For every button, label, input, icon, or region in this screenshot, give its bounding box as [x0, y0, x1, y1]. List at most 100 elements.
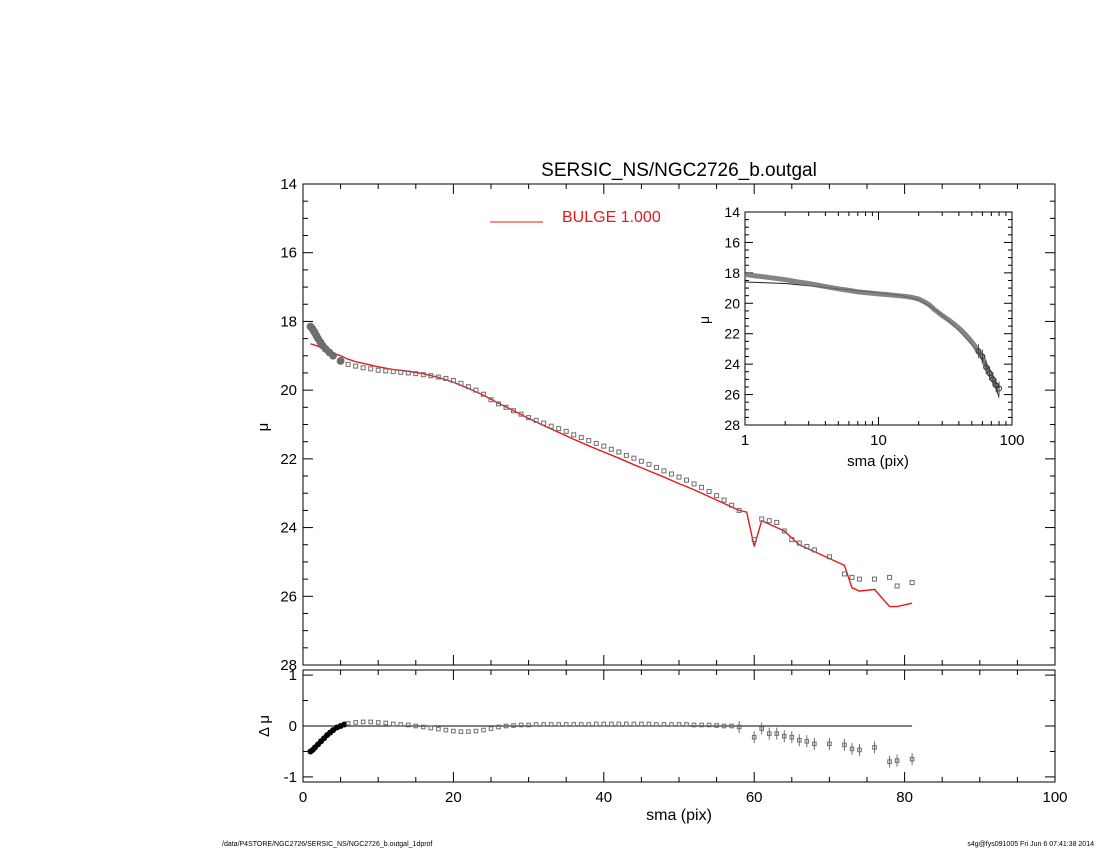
data-point: [541, 420, 547, 426]
y-tick-label: 16: [280, 245, 297, 262]
legend-label: BULGE 1.000: [562, 209, 661, 226]
residual-point: [368, 719, 373, 725]
data-point: [766, 518, 772, 524]
x-tick-label: 60: [746, 789, 763, 806]
residual-point: [428, 725, 434, 731]
inset-profile-points: [744, 271, 1003, 396]
residual-point: [353, 720, 358, 725]
data-point: [661, 468, 667, 474]
data-point: [887, 574, 893, 580]
residual-point: [473, 728, 479, 734]
y-tick-label: 18: [280, 313, 297, 330]
data-point: [556, 426, 562, 432]
residual-point: [466, 729, 471, 734]
data-point: [616, 449, 622, 455]
residual-point: [481, 727, 486, 733]
data-point: [450, 378, 456, 384]
y-tick-label: 24: [724, 356, 740, 372]
data-point: [458, 380, 464, 386]
y-tick-label: 1: [289, 667, 297, 684]
y-tick-label: 20: [280, 382, 297, 399]
data-point: [653, 464, 659, 470]
residual-point: [639, 721, 644, 727]
data-point: [413, 371, 419, 377]
inset-axis-tick-labels: 1 10 100 14 16 18 20 22 24 26 28: [724, 204, 1024, 449]
data-point: [420, 372, 426, 378]
data-point: [480, 391, 486, 397]
residual-point: [496, 724, 501, 730]
data-point: [811, 547, 817, 553]
data-point: [405, 370, 411, 376]
data-point: [751, 537, 757, 543]
data-point: [601, 443, 607, 449]
data-point: [699, 484, 705, 490]
residual-point: [631, 721, 637, 727]
y-tick-label: 28: [280, 657, 297, 674]
residual-point: [360, 719, 366, 725]
x-tick-label: 1: [741, 432, 749, 449]
data-point: [329, 351, 337, 360]
main-y-axis-label: μ: [255, 423, 272, 432]
data-point: [473, 387, 479, 393]
data-point: [706, 488, 712, 494]
residual-point: [646, 721, 652, 727]
residual-point: [721, 723, 727, 729]
data-point: [789, 537, 795, 543]
residual-point: [533, 722, 539, 727]
data-point: [804, 543, 810, 549]
residual-point: [669, 722, 674, 727]
data-point: [856, 576, 862, 582]
data-point: [383, 368, 389, 374]
residual-point: [526, 722, 531, 728]
y-tick-label: 14: [724, 204, 740, 220]
data-point: [691, 481, 697, 487]
residual-point: [383, 720, 389, 726]
data-point: [586, 438, 592, 444]
y-tick-label: -1: [284, 769, 297, 786]
x-tick-label: 80: [896, 789, 913, 806]
data-point: [849, 574, 855, 580]
residual-point: [458, 729, 464, 734]
y-tick-label: 24: [280, 520, 297, 537]
data-point: [774, 519, 780, 525]
data-point: [631, 455, 637, 461]
x-tick-label: 100: [1042, 789, 1067, 806]
residual-point: [503, 723, 509, 729]
data-point: [398, 369, 404, 375]
residual-point: [345, 721, 351, 726]
x-tick-label: 100: [999, 432, 1024, 449]
data-point: [336, 357, 345, 365]
data-point: [841, 571, 847, 577]
data-point: [435, 374, 441, 380]
data-point: [503, 404, 509, 410]
data-point: [872, 576, 878, 582]
residual-point: [616, 721, 622, 727]
inset-y-axis-label: μ: [696, 316, 712, 324]
data-point: [593, 440, 599, 446]
residual-point: [586, 722, 592, 727]
data-point: [781, 528, 787, 534]
x-tick-label: 0: [299, 789, 307, 806]
data-point: [578, 435, 584, 441]
residual-point: [578, 722, 584, 727]
data-point: [533, 417, 539, 423]
inset-plot-frame: [744, 211, 1013, 426]
residual-point: [451, 728, 456, 734]
data-point: [571, 432, 577, 438]
data-point: [826, 554, 832, 560]
data-point: [721, 497, 727, 503]
inset-x-axis-label: sma (pix): [847, 453, 909, 470]
residual-point: [601, 721, 607, 727]
residual-point: [691, 722, 697, 728]
data-point: [623, 452, 629, 458]
data-point: [511, 408, 517, 414]
residual-point: [706, 722, 712, 728]
residual-point: [375, 720, 381, 725]
y-tick-label: 0: [289, 718, 297, 735]
residual-x-axis-label: sma (pix): [646, 807, 712, 824]
residual-point: [421, 724, 426, 730]
residual-point: [699, 722, 704, 728]
data-point: [736, 507, 742, 513]
data-point: [608, 446, 614, 452]
